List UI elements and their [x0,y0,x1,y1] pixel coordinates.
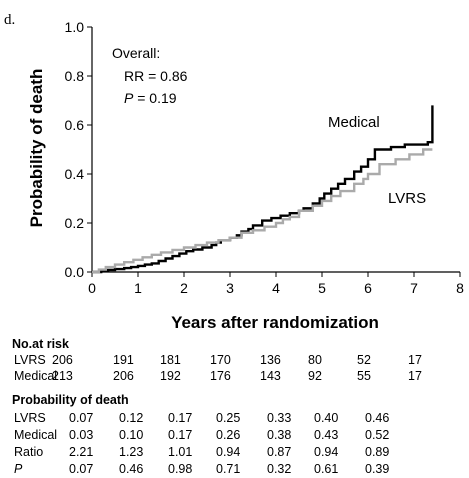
x-tick-label: 5 [318,280,326,296]
p-value: = 0.19 [133,90,176,106]
prob-death-row: Ratio 2.21 1.23 1.01 0.94 0.87 0.94 0.89 [0,445,469,460]
table-cell: 0.03 [69,428,94,442]
table-cell: 206 [52,353,73,367]
table-cell: 0.12 [119,411,144,425]
row-label: Ratio [14,445,44,459]
table-cell: 176 [210,369,231,383]
table-cell: 0.89 [365,445,390,459]
series-label-medical: Medical [328,114,380,131]
y-tick-label: 0.2 [65,215,85,231]
overall-label: Overall: [112,45,160,61]
table-cell: 192 [160,369,181,383]
table-cell: 80 [308,353,322,367]
at-risk-row: Medical 213 206 192 176 143 92 55 17 [0,369,469,384]
table-cell: 143 [260,369,281,383]
table-cell: 0.07 [69,462,94,476]
table-cell: 0.07 [69,411,94,425]
table-cell: 191 [113,353,134,367]
table-cell: 0.17 [168,411,193,425]
table-cell: 0.38 [267,428,292,442]
y-tick-label: 0.8 [65,68,85,84]
table-cell: 0.52 [365,428,390,442]
at-risk-heading: No.at risk [12,337,69,351]
table-cell: 0.17 [168,428,193,442]
x-tick-label: 1 [134,280,142,296]
table-cell: 0.94 [314,445,339,459]
y-tick-label: 1.0 [65,19,85,35]
table-cell: 181 [160,353,181,367]
p-symbol: P [124,90,134,106]
table-cell: 0.33 [267,411,292,425]
table-cell: 206 [113,369,134,383]
row-label: LVRS [14,353,46,367]
series-layer [92,105,434,274]
table-cell: 1.23 [119,445,144,459]
prob-death-row: LVRS 0.07 0.12 0.17 0.25 0.33 0.40 0.46 [0,411,469,426]
series-line-medical [92,105,434,274]
table-cell: 0.61 [314,462,339,476]
p-value-text: P = 0.19 [124,90,177,106]
table-cell: 17 [408,369,422,383]
x-tick-label: 4 [272,280,280,296]
y-tick-label: 0.6 [65,117,85,133]
prob-death-row: Medical 0.03 0.10 0.17 0.26 0.38 0.43 0.52 [0,428,469,443]
row-label: Medical [14,369,58,383]
table-cell: 2.21 [69,445,94,459]
table-cell: 0.94 [216,445,241,459]
y-tick-label: 0.0 [65,264,85,280]
y-tick-label: 0.4 [65,166,85,182]
table-cell: 92 [308,369,322,383]
x-tick-label: 8 [456,280,464,296]
table-cell: 136 [260,353,281,367]
x-tick-label: 3 [226,280,234,296]
x-tick-label: 7 [410,280,418,296]
prob-death-heading: Probability of death [12,393,129,407]
table-cell: 0.26 [216,428,241,442]
table-cell: 0.43 [314,428,339,442]
table-cell: 17 [408,353,422,367]
table-cell: 55 [357,369,371,383]
survival-chart: d. 0.00.20.40.60.81.00 1 2 3 4 5 6 7 8 Overall: … [4,12,465,332]
table-cell: 0.40 [314,411,339,425]
x-tick-label: 6 [364,280,372,296]
rr-text: RR = 0.86 [124,68,188,84]
at-risk-row: LVRS 206 191 181 170 136 80 52 17 [0,353,469,368]
x-tick-label: 0 [88,280,96,296]
prob-death-row: P 0.07 0.46 0.98 0.71 0.32 0.61 0.39 [0,462,469,477]
row-label: P [14,462,23,476]
panel-label: d. [4,12,15,28]
table-cell: 52 [357,353,371,367]
table-cell: 213 [52,369,73,383]
table-cell: 0.46 [365,411,390,425]
row-label: LVRS [14,411,46,425]
series-label-lvrs: LVRS [388,190,426,207]
table-cell: 1.01 [168,445,193,459]
table-cell: 0.32 [267,462,292,476]
axes: 0.0 0.2 0.4 0.6 0.8 1.0 0 1 2 3 4 5 6 7 8 [65,19,465,296]
table-cell: 0.25 [216,411,241,425]
x-axis-title: Years after randomization [171,313,379,332]
table-cell: 0.46 [119,462,144,476]
table-cell: 0.71 [216,462,241,476]
table-cell: 0.87 [267,445,292,459]
table-cell: 0.10 [119,428,144,442]
x-tick-label: 2 [180,280,188,296]
table-cell: 0.98 [168,462,193,476]
row-label: Medical [14,428,58,442]
table-cell: 170 [210,353,231,367]
series-line-lvrs [92,148,433,274]
y-axis-title: Probability of death [27,69,46,228]
table-cell: 0.39 [365,462,390,476]
